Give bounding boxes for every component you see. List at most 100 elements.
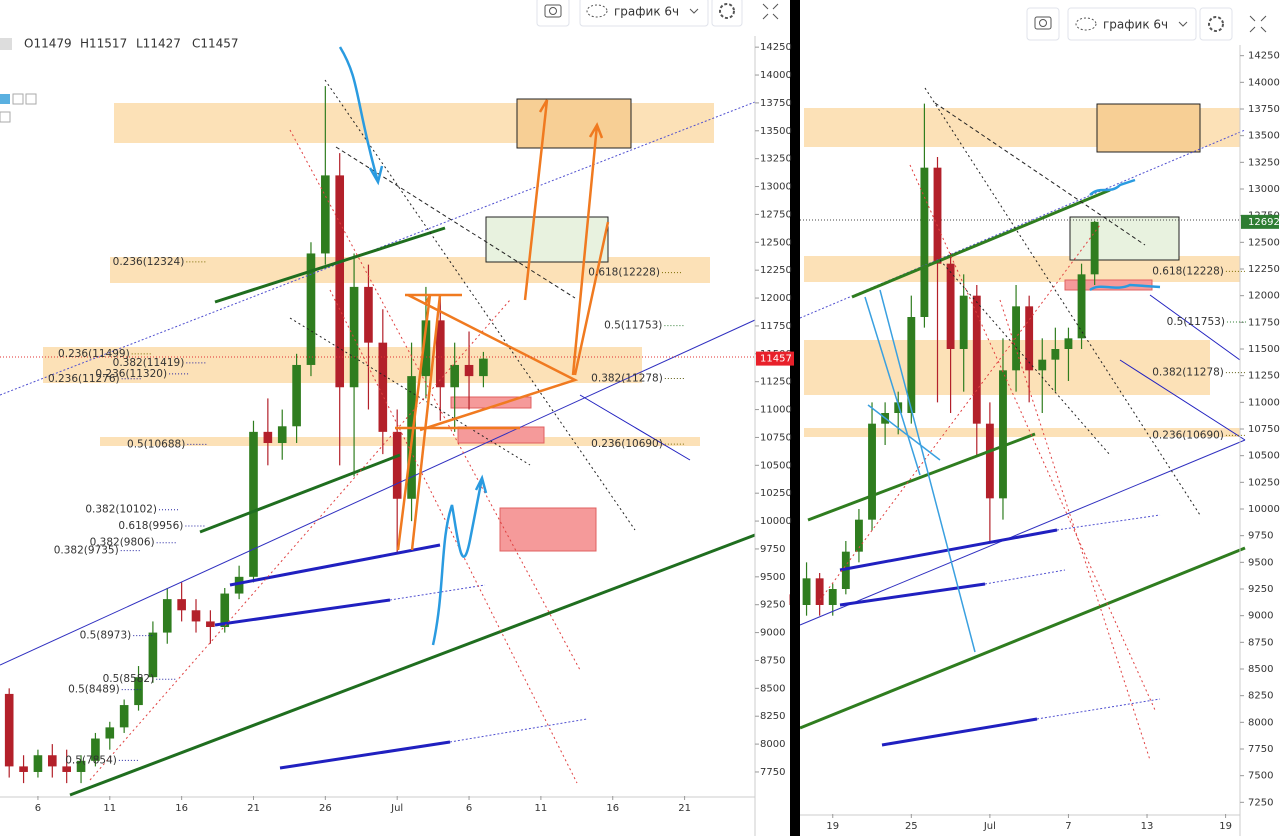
y-tick-label: 13250 [760,154,792,165]
x-tick-label: 21 [678,803,691,814]
x-tick-label: Jul [983,821,996,832]
x-tick-label: 21 [247,803,260,814]
trend-line [229,543,441,587]
y-tick-label: 8500 [760,683,785,694]
arrow [523,99,549,301]
icon [12,93,24,105]
fib-label: 0.618(12228) [588,267,660,279]
fullscreen-button[interactable] [762,3,779,20]
candle-body [364,286,373,343]
candle-body [868,423,876,520]
layout-button[interactable] [1067,7,1197,41]
snapshot-button[interactable] [536,0,570,27]
candle-body [1077,274,1086,339]
y-tick-label: 10250 [1248,477,1280,488]
fib-label: 0.618(9956) [118,520,183,532]
candle-body [191,610,201,622]
fib-label: 0.236(12324) [113,256,185,268]
y-tick-label: 12000 [760,293,792,304]
layout-label: график 6ч [1103,18,1168,32]
left-drawings [0,46,756,797]
fib-label: 0.5(8582) [103,673,155,685]
icon [689,8,699,14]
trend-line [799,546,1246,730]
y-tick-label: 8750 [1248,637,1273,648]
y-tick-label: 11750 [1248,317,1280,328]
fullscreen-button[interactable] [1249,15,1267,33]
y-tick-label: 7750 [760,767,785,778]
y-tick-label: 8250 [760,711,785,722]
y-tick-label: 9250 [1248,584,1273,595]
candle-body [47,755,57,767]
trend-line [214,598,391,627]
target-box [485,216,609,263]
y-tick-label: 13500 [760,126,792,137]
snapshot-button[interactable] [1026,7,1060,41]
y-tick-label: 14000 [1248,77,1280,88]
fib-label: 0.236(10690) [591,438,663,450]
right-zones [800,103,1240,437]
icon [1034,16,1052,30]
fib-label: 0.5(10688) [127,438,185,450]
layout-button[interactable] [579,0,709,27]
settings-button[interactable] [1199,7,1233,41]
icon [586,4,608,18]
zone [1064,279,1153,291]
triangle [407,293,579,432]
trend-line [851,188,1111,299]
candle-body [148,632,158,678]
y-tick-label: 13250 [1248,157,1280,168]
candle-body [392,431,402,499]
zone [110,257,710,283]
icon [549,7,557,15]
candle-body [999,370,1007,499]
icon [0,94,10,104]
icon [544,4,562,18]
trend-line [389,584,486,601]
trend-line [799,439,1246,626]
icon [1075,17,1097,31]
y-tick-label: 14250 [760,42,792,53]
candle-body [119,705,129,728]
zone [499,507,597,552]
trend-line [0,319,756,666]
trend-line [939,259,1111,456]
fib-label: 0.5(7854) [65,754,117,766]
fib-label: 0.5(11753) [604,320,662,332]
candle-body [1064,338,1073,349]
trend-line [279,740,451,770]
candle-body [91,738,100,761]
left-candles [4,86,488,784]
trend-line [807,432,1036,522]
candle-body [76,760,86,772]
fib-label: 0.236(11276) [48,373,120,385]
y-tick-label: 9000 [1248,611,1273,622]
candle-body [19,766,28,772]
candle-body [933,167,942,264]
candle-body [828,589,837,605]
y-tick-label: 12000 [1248,291,1280,302]
fib-label: 0.382(11419) [113,357,185,369]
trend-line [214,226,446,304]
fib-label: 0.382(9735) [54,545,119,557]
ohlc-legend: O11479 [24,37,72,51]
candle-body [378,342,388,432]
candle-body [234,576,244,594]
fib-label: 0.236(11320) [95,368,167,380]
fib-label: 0.5(11753) [1167,316,1225,328]
candle-body [4,693,14,767]
candle-body [335,175,345,388]
x-tick-label: 25 [905,821,918,832]
trend-line [289,129,581,671]
x-tick-label: 11 [535,803,548,814]
settings-button[interactable] [711,0,743,27]
candle-body [105,727,115,739]
candle-body [815,578,824,605]
candle-body [855,519,863,552]
y-tick-label: 12500 [760,237,792,248]
y-tick-label: 11750 [760,321,792,332]
candle-body [249,431,258,577]
x-tick-label: 6 [466,803,472,814]
fib-label: 0.5(8489) [68,684,120,696]
ohlc-legend: H11517 [80,37,127,51]
